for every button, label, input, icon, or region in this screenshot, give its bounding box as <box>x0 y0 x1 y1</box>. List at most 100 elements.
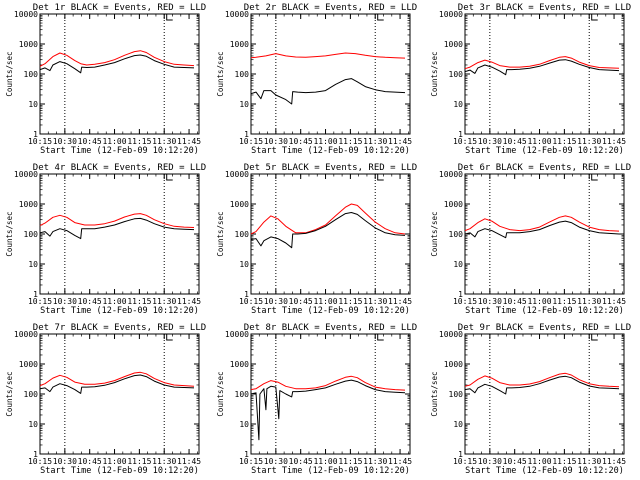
x-tick-label: 10:30 <box>53 137 77 146</box>
x-tick-label: 10:45 <box>78 137 102 146</box>
y-tick-label: 10 <box>28 100 38 109</box>
x-axis-label: Start Time (12-Feb-09 10:12:20) <box>251 466 410 476</box>
x-tick-label: 11:45 <box>388 297 412 306</box>
y-tick-label: 10 <box>239 260 249 269</box>
x-tick-label: 10:45 <box>503 457 527 466</box>
x-tick-label: 10:45 <box>289 457 313 466</box>
x-tick-label: 11:15 <box>338 297 362 306</box>
x-tick-label: 10:45 <box>289 137 313 146</box>
y-tick-label: 10000 <box>225 330 249 339</box>
y-axis-label: Counts/sec <box>216 51 225 96</box>
bracket-marker <box>166 334 173 341</box>
plot-frame <box>39 13 200 135</box>
panel-title: Det 6r BLACK = Events, RED = LLD <box>458 163 631 173</box>
y-tick-label: 1 <box>244 450 249 459</box>
bracket-marker <box>377 334 384 341</box>
y-tick-label: 1000 <box>230 360 249 369</box>
x-axis-label: Start Time (12-Feb-09 10:12:20) <box>40 306 199 316</box>
y-tick-label: 10 <box>453 420 463 429</box>
series-lld-line <box>39 213 195 228</box>
x-tick-label: 10:15 <box>239 137 263 146</box>
series-lld-line <box>250 203 406 235</box>
plot-frame <box>464 13 625 135</box>
y-axis-label: Counts/sec <box>216 211 225 256</box>
y-tick-label: 10000 <box>439 330 463 339</box>
bracket-marker <box>166 14 173 21</box>
x-tick-label: 11:15 <box>127 297 151 306</box>
x-tick-label: 11:45 <box>388 457 412 466</box>
x-tick-label: 11:45 <box>602 297 626 306</box>
panel-det-9: Det 9r BLACK = Events, RED = LLD 1 10 100 10… <box>430 323 631 476</box>
y-tick-label: 1 <box>244 290 249 299</box>
y-tick-label: 100 <box>24 70 39 79</box>
y-tick-label: 1000 <box>444 40 463 49</box>
panel-title: Det 3r BLACK = Events, RED = LLD <box>458 3 631 13</box>
x-tick-label: 10:30 <box>478 137 502 146</box>
y-tick-label: 10000 <box>439 10 463 19</box>
plot-frame <box>464 333 625 455</box>
x-axis-label: Start Time (12-Feb-09 10:12:20) <box>465 466 624 476</box>
y-axis-label: Counts/sec <box>216 371 225 416</box>
x-tick-label: 11:15 <box>552 137 576 146</box>
x-tick-label: 10:30 <box>53 457 77 466</box>
x-tick-label: 10:30 <box>53 297 77 306</box>
x-axis-label: Start Time (12-Feb-09 10:12:20) <box>251 146 410 156</box>
y-tick-label: 1 <box>458 450 463 459</box>
panel-title: Det 9r BLACK = Events, RED = LLD <box>458 323 631 333</box>
x-tick-label: 10:15 <box>453 457 477 466</box>
panel-det-7: Det 7r BLACK = Events, RED = LLD 1 10 100 10… <box>5 323 206 476</box>
x-tick-label: 10:45 <box>503 137 527 146</box>
y-tick-label: 1 <box>458 130 463 139</box>
bracket-marker <box>591 14 598 21</box>
series-events-line <box>250 379 406 441</box>
y-tick-label: 1000 <box>230 200 249 209</box>
x-tick-label: 10:30 <box>478 297 502 306</box>
y-tick-label: 10000 <box>439 170 463 179</box>
x-axis-label: Start Time (12-Feb-09 10:12:20) <box>40 466 199 476</box>
x-tick-label: 11:30 <box>363 297 387 306</box>
panel-det-3: Det 3r BLACK = Events, RED = LLD 1 10 100 10… <box>430 3 631 156</box>
series-events-line <box>39 217 195 240</box>
y-tick-label: 1 <box>244 130 249 139</box>
series-lld-line <box>39 50 195 67</box>
plot-frame <box>464 173 625 295</box>
x-tick-label: 11:30 <box>577 137 601 146</box>
y-tick-label: 100 <box>24 230 39 239</box>
y-tick-label: 100 <box>449 390 464 399</box>
x-tick-label: 10:30 <box>478 457 502 466</box>
x-tick-label: 10:30 <box>264 457 288 466</box>
y-tick-label: 10000 <box>14 170 38 179</box>
x-tick-label: 11:00 <box>313 297 337 306</box>
panel-title: Det 1r BLACK = Events, RED = LLD <box>33 3 206 13</box>
x-tick-label: 11:30 <box>577 457 601 466</box>
x-tick-label: 11:15 <box>552 457 576 466</box>
x-tick-label: 11:00 <box>102 297 126 306</box>
x-tick-label: 11:30 <box>152 137 176 146</box>
y-tick-label: 10000 <box>14 330 38 339</box>
y-tick-label: 1 <box>33 290 38 299</box>
panel-title: Det 5r BLACK = Events, RED = LLD <box>244 163 417 173</box>
y-tick-label: 10 <box>28 420 38 429</box>
x-tick-label: 11:00 <box>527 457 551 466</box>
y-tick-label: 10 <box>239 420 249 429</box>
y-tick-label: 1 <box>33 130 38 139</box>
y-tick-label: 100 <box>235 390 250 399</box>
x-axis-label: Start Time (12-Feb-09 10:12:20) <box>40 146 199 156</box>
x-tick-label: 11:00 <box>527 137 551 146</box>
y-tick-label: 1000 <box>444 200 463 209</box>
x-tick-label: 11:45 <box>177 297 201 306</box>
y-tick-label: 10 <box>239 100 249 109</box>
x-tick-label: 11:15 <box>338 457 362 466</box>
series-events-line <box>464 220 620 239</box>
x-tick-label: 10:45 <box>78 297 102 306</box>
panel-title: Det 2r BLACK = Events, RED = LLD <box>244 3 417 13</box>
y-tick-label: 10 <box>28 260 38 269</box>
x-tick-label: 10:15 <box>28 297 52 306</box>
x-tick-label: 11:30 <box>577 297 601 306</box>
series-lld-line <box>250 375 406 391</box>
x-tick-label: 11:15 <box>127 457 151 466</box>
y-tick-label: 1000 <box>230 40 249 49</box>
y-tick-label: 100 <box>235 70 250 79</box>
x-tick-label: 10:15 <box>28 137 52 146</box>
